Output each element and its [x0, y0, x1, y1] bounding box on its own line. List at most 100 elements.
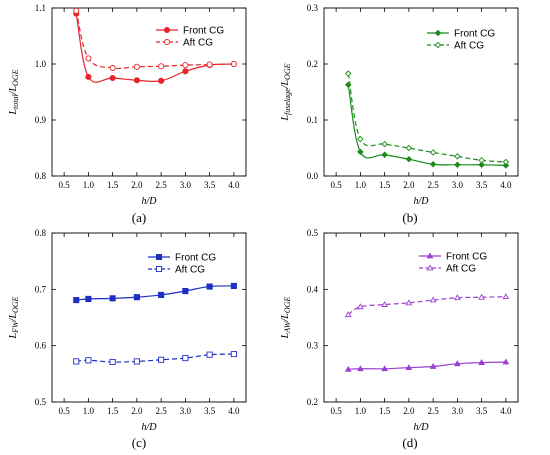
plot-frame — [323, 7, 519, 177]
x-tick-label: 3.5 — [204, 406, 216, 416]
y-axis-label: LAW/LOGE — [280, 297, 292, 340]
legend-marker — [434, 41, 442, 49]
x-tick-label: 1.5 — [107, 180, 119, 190]
data-point-front-cg — [405, 155, 413, 163]
y-tick-label: 0.3 — [307, 3, 319, 13]
data-point-aft-cg — [109, 358, 116, 366]
data-point-aft-cg — [109, 64, 116, 71]
x-tick-label: 1.0 — [355, 406, 367, 416]
chart-panel-1: 0.5 1.0 1.5 2.0 2.5 3.0 3.5 4.0 0.8 0.9 1.0 1.1 h/D L… — [8, 3, 247, 225]
data-point-front-cg — [429, 161, 437, 168]
y-tick-label: 0.3 — [307, 341, 319, 351]
data-point-aft-cg — [85, 357, 92, 364]
x-tick-label: 2.0 — [131, 406, 143, 416]
y-axis-label: LFW/LOGE — [8, 296, 20, 339]
x-tick-label: 2.0 — [403, 180, 415, 190]
legend-marker — [155, 265, 163, 273]
legend-label: Front CG — [175, 253, 216, 264]
x-tick-label: 2.5 — [428, 406, 440, 416]
panel-label: (a) — [132, 210, 146, 225]
legend-marker — [155, 253, 163, 261]
data-point-aft-cg — [73, 7, 80, 14]
y-tick-label: 0.0 — [307, 171, 319, 181]
data-point-aft-cg — [133, 63, 140, 70]
data-point-front-cg — [73, 296, 80, 304]
x-tick-label: 0.5 — [59, 180, 71, 190]
legend-label: Aft CG — [454, 41, 484, 52]
data-point-front-cg — [357, 148, 364, 156]
x-tick-label: 0.5 — [331, 180, 343, 190]
x-tick-label: 4.0 — [500, 180, 512, 190]
data-point-aft-cg — [381, 140, 388, 148]
data-point-front-cg — [356, 365, 364, 372]
x-tick-label: 1.5 — [379, 180, 391, 190]
data-point-aft-cg — [357, 135, 364, 143]
x-tick-label: 2.5 — [156, 406, 168, 416]
data-point-front-cg — [405, 364, 413, 371]
legend-label: Aft CG — [446, 264, 476, 275]
data-point-aft-cg — [182, 355, 189, 362]
data-point-aft-cg — [454, 153, 461, 160]
data-point-front-cg — [85, 73, 92, 80]
y-tick-label: 1.1 — [35, 3, 46, 13]
legend-label: Front CG — [454, 29, 495, 40]
x-tick-label: 1.5 — [107, 406, 119, 416]
series-line-front-cg — [347, 84, 506, 166]
y-tick-label: 0.9 — [35, 115, 47, 125]
y-tick-label: 0.5 — [35, 397, 47, 407]
x-tick-label: 3.0 — [452, 406, 464, 416]
data-point-front-cg — [182, 287, 189, 295]
data-point-front-cg — [478, 161, 485, 169]
data-point-front-cg — [158, 77, 165, 84]
data-point-aft-cg — [381, 301, 389, 307]
data-point-aft-cg — [429, 149, 437, 156]
data-point-front-cg — [454, 161, 461, 169]
legend-marker — [426, 252, 434, 259]
data-point-front-cg — [344, 365, 352, 372]
series-line-aft-cg — [347, 73, 506, 163]
legend-marker — [426, 264, 434, 271]
chart-panel-4: 0.5 1.0 1.5 2.0 2.5 3.0 3.5 4.0 0.2 0.3 0.4 0.5 h/D L… — [280, 228, 519, 450]
x-tick-label: 1.0 — [355, 180, 367, 190]
data-point-aft-cg — [230, 60, 237, 68]
data-point-front-cg — [381, 365, 389, 372]
data-point-front-cg — [133, 294, 140, 301]
chart-panel-3: 0.5 1.0 1.5 2.0 2.5 3.0 3.5 4.0 0.5 0.6 0.7 0.8 h/D L… — [8, 228, 247, 450]
y-tick-label: 0.8 — [35, 171, 47, 181]
data-point-aft-cg — [158, 63, 165, 70]
legend-label: Front CG — [183, 26, 224, 37]
data-point-aft-cg — [158, 356, 165, 363]
x-tick-label: 2.0 — [403, 406, 415, 416]
legend-label: Aft CG — [175, 265, 205, 276]
data-point-aft-cg — [85, 55, 92, 62]
x-tick-label: 3.5 — [476, 406, 488, 416]
data-point-aft-cg — [502, 158, 510, 166]
y-tick-label: 0.5 — [307, 228, 319, 238]
data-point-aft-cg — [502, 293, 510, 300]
y-axis-label: Ltotal/LOGE — [8, 69, 20, 115]
y-tick-label: 0.8 — [35, 228, 47, 238]
data-point-aft-cg — [405, 144, 413, 152]
y-axis-label: Lfuselage/LOGE — [280, 63, 292, 121]
data-point-front-cg — [502, 358, 510, 365]
x-axis-label: h/D — [142, 422, 158, 433]
legend-marker — [163, 26, 171, 34]
data-point-aft-cg — [356, 303, 364, 310]
data-point-front-cg — [158, 291, 165, 299]
data-point-aft-cg — [206, 351, 213, 358]
panel-label: (b) — [402, 210, 417, 225]
y-tick-label: 0.6 — [35, 341, 47, 351]
x-tick-label: 4.0 — [228, 180, 240, 190]
data-point-aft-cg — [478, 157, 485, 164]
x-tick-label: 3.5 — [204, 180, 216, 190]
x-axis-label: h/D — [414, 196, 430, 207]
plot-frame — [51, 232, 247, 403]
data-point-aft-cg — [453, 294, 461, 301]
chart-panel-2: 0.5 1.0 1.5 2.0 2.5 3.0 3.5 4.0 0.0 0.1 0.2 0.3 h/D L… — [280, 3, 519, 225]
data-point-front-cg — [133, 77, 140, 84]
x-tick-label: 4.0 — [228, 406, 240, 416]
